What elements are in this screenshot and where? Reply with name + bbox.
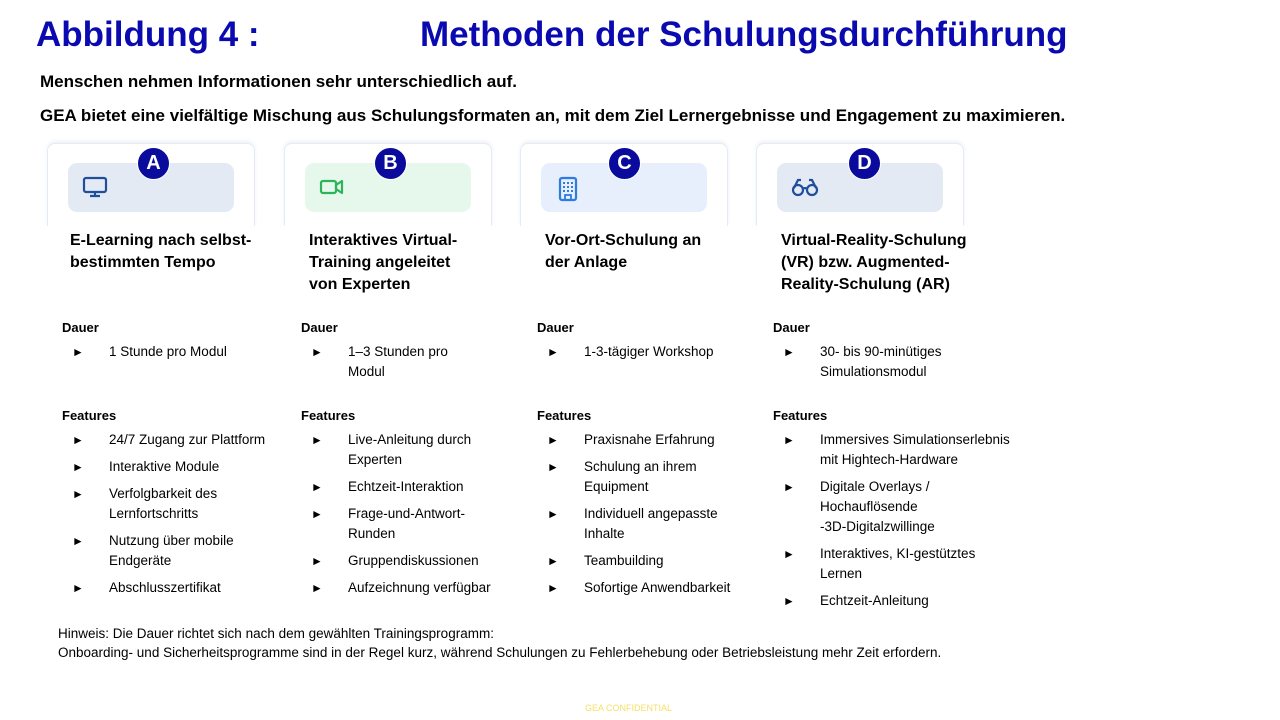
feature-item: ► Nutzung über mobile Endgeräte: [72, 533, 234, 568]
features-label: Features: [301, 408, 356, 423]
method-title: Virtual-Reality-Schulung (VR) bzw. Augme…: [781, 232, 967, 293]
method-column: Virtual-Reality-Schulung (VR) bzw. Augme…: [773, 230, 1033, 611]
bullet-arrow-icon: ►: [72, 534, 84, 548]
features-label: Features: [773, 408, 828, 423]
method-title: Interaktives Virtual- Training angeleite…: [309, 232, 458, 293]
confidential-footer: GEA CONFIDENTIAL: [585, 703, 673, 713]
feature-item: ► Gruppendiskussionen: [301, 551, 521, 571]
bullet-arrow-icon: ►: [547, 554, 559, 568]
bullet-arrow-icon: ►: [783, 480, 795, 494]
bullet-arrow-icon: ►: [72, 433, 84, 447]
bullet-arrow-icon: ►: [311, 581, 323, 595]
feature-item: ► Sofortige Anwendbarkeit: [537, 578, 762, 598]
feature-item: ► Schulung an ihrem Equipment: [547, 459, 697, 494]
bullet-arrow-icon: ►: [72, 345, 84, 359]
features-label: Features: [537, 408, 592, 423]
feature-item: ► Echtzeit-Interaktion: [301, 477, 521, 497]
feature-item: ► Praxisnahe Erfahrung: [537, 430, 762, 450]
feature-item: ► Frage-und-Antwort- Runden: [311, 506, 466, 541]
bullet-arrow-icon: ►: [311, 345, 323, 359]
bullet-arrow-icon: ►: [783, 547, 795, 561]
feature-item: ► Immersives Simulationserlebnis mit High…: [783, 432, 1010, 467]
bullet-arrow-icon: ►: [547, 345, 559, 359]
bullet-arrow-icon: ►: [72, 460, 84, 474]
bullet-arrow-icon: ►: [311, 433, 323, 447]
feature-item: ► Interaktives, KI-gestütztes Lernen: [783, 546, 976, 581]
badge-c: C: [608, 147, 641, 180]
bullet-arrow-icon: ►: [547, 581, 559, 595]
feature-item: ► Teambuilding: [537, 551, 762, 571]
duration-item: ► 1–3 Stunden pro Modul: [311, 344, 448, 379]
feature-item: ► Digitale Overlays / Hochauflösende -3D-…: [783, 479, 935, 534]
duration-label: Dauer: [773, 320, 810, 335]
badge-d: D: [848, 147, 881, 180]
method-column: Interaktives Virtual- Training angeleite…: [301, 230, 521, 598]
intro-line-1: Menschen nehmen Informationen sehr unter…: [40, 72, 518, 91]
feature-item: ► Abschlusszertifikat: [62, 578, 292, 598]
bullet-arrow-icon: ►: [311, 480, 323, 494]
duration-item: ► 30- bis 90-minütiges Simulationsmodul: [783, 344, 942, 379]
badge-b: B: [374, 147, 407, 180]
bullet-arrow-icon: ►: [547, 433, 559, 447]
feature-item: ► Aufzeichnung verfügbar: [301, 578, 521, 598]
duration-item: ► 1 Stunde pro Modul: [62, 342, 292, 362]
duration-label: Dauer: [62, 320, 99, 335]
feature-item: ► 24/7 Zugang zur Plattform: [62, 430, 292, 450]
features-label: Features: [62, 408, 117, 423]
bullet-arrow-icon: ►: [311, 507, 323, 521]
intro-line-2: GEA bietet eine vielfältige Mischung aus…: [40, 106, 1066, 125]
bullet-arrow-icon: ►: [72, 581, 84, 595]
method-column: E-Learning nach selbst- bestimmten Tempo…: [62, 230, 292, 598]
method-title: E-Learning nach selbst- bestimmten Tempo: [70, 232, 252, 271]
method-title: Vor-Ort-Schulung an der Anlage: [545, 232, 702, 271]
bullet-arrow-icon: ►: [72, 487, 84, 501]
note: Hinweis: Die Dauer richtet sich nach dem…: [58, 626, 942, 660]
feature-item: ► Live-Anleitung durch Experten: [311, 432, 472, 467]
feature-item: ► Individuell angepasste Inhalte: [547, 506, 718, 541]
bullet-arrow-icon: ►: [547, 460, 559, 474]
bullet-arrow-icon: ►: [311, 554, 323, 568]
badge-a: A: [137, 147, 170, 180]
figure-label: Abbildung 4 :: [36, 15, 260, 54]
duration-item: ► 1-3-tägiger Workshop: [537, 342, 762, 362]
page-title: Methoden der Schulungsdurchführung: [420, 15, 1068, 54]
duration-label: Dauer: [301, 320, 338, 335]
bullet-arrow-icon: ►: [783, 345, 795, 359]
feature-item: ► Verfolgbarkeit des Lernfortschritts: [72, 486, 218, 521]
method-card-b: [284, 143, 492, 226]
duration-label: Dauer: [537, 320, 574, 335]
bullet-arrow-icon: ►: [783, 594, 795, 608]
bullet-arrow-icon: ►: [547, 507, 559, 521]
feature-item: ► Echtzeit-Anleitung: [773, 591, 1033, 611]
bullet-arrow-icon: ►: [783, 433, 795, 447]
method-column: Vor-Ort-Schulung an der Anlage Dauer ► 1-…: [537, 230, 762, 598]
feature-item: ► Interaktive Module: [62, 457, 292, 477]
